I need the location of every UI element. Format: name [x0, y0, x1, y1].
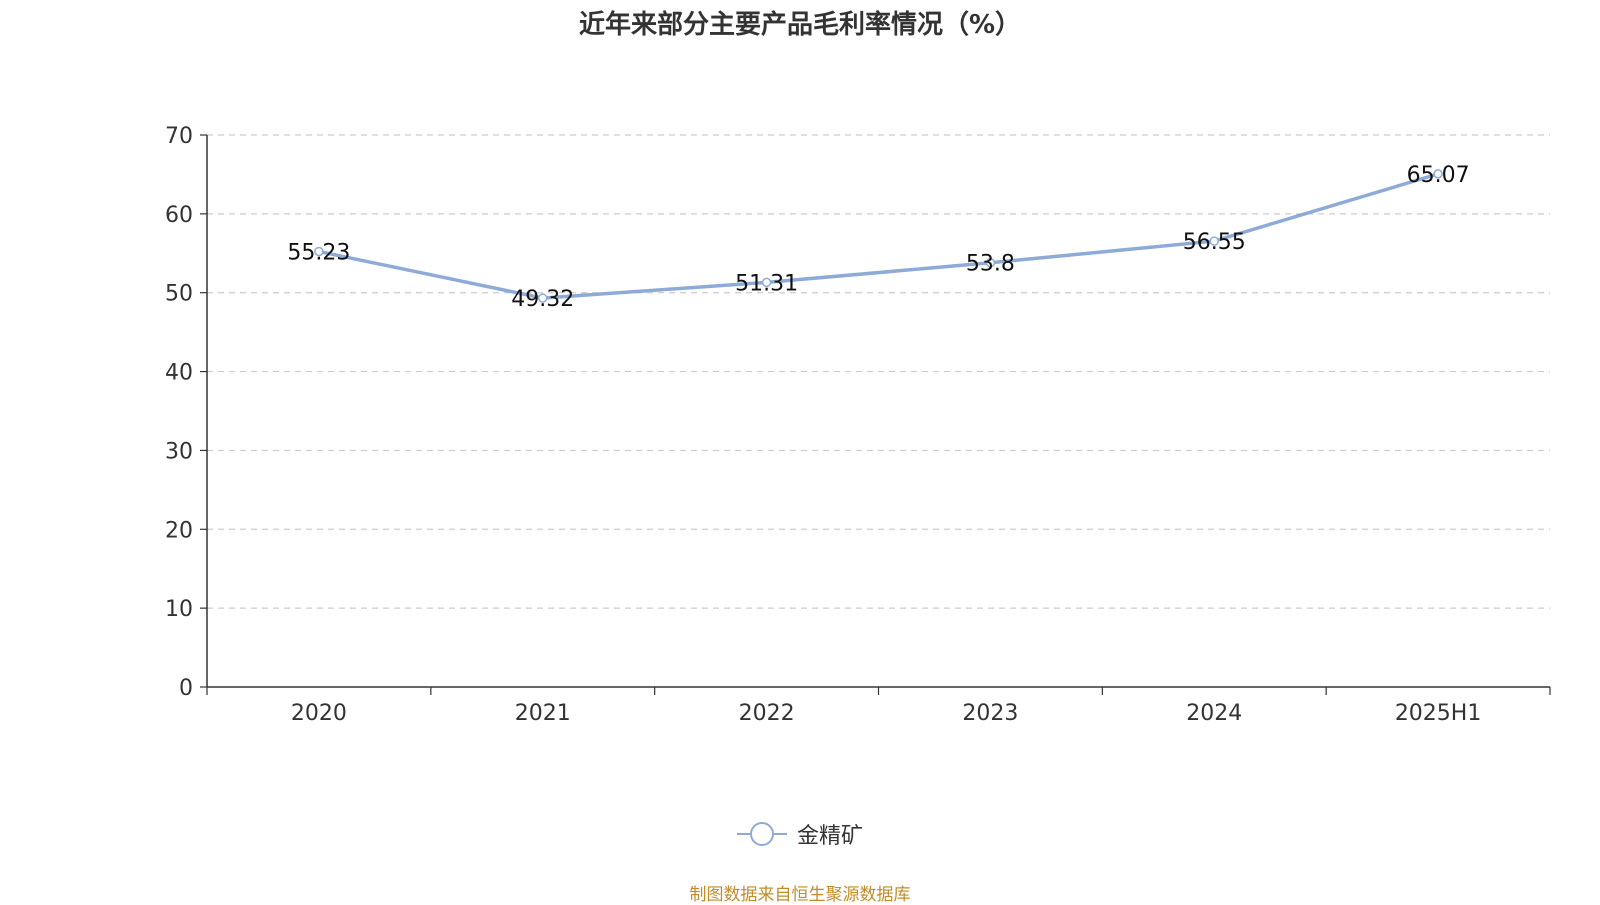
- data-point: [538, 293, 548, 303]
- x-tick-label: 2021: [515, 701, 571, 726]
- line-chart: 0 10 20 30 40 50 60 70 2020 2021 2022 2023 2024 2025H…: [165, 124, 1551, 726]
- data-label: 53.8: [966, 252, 1015, 277]
- data-point: [1433, 169, 1443, 179]
- y-tick-label: 60: [165, 203, 193, 228]
- data-point: [314, 246, 324, 257]
- x-tick-label: 2024: [1186, 701, 1242, 726]
- y-tick-label: 40: [165, 361, 193, 386]
- y-tick-label: 70: [165, 124, 193, 149]
- data-label: 51.31: [735, 271, 798, 296]
- data-label: 49.32: [511, 287, 574, 312]
- y-tick-label: 20: [165, 518, 193, 543]
- legend[interactable]: 金精矿: [0, 818, 1600, 850]
- x-tick-label: 2023: [962, 701, 1018, 726]
- y-tick-label: 30: [165, 439, 193, 464]
- x-tick-label: 2020: [291, 701, 347, 726]
- chart-title: 近年来部分主要产品毛利率情况（%）: [578, 10, 1022, 40]
- y-tick-label: 0: [179, 676, 193, 701]
- series-line: [318, 172, 1439, 300]
- data-label: 65.07: [1407, 163, 1470, 188]
- data-label: 56.55: [1183, 230, 1246, 255]
- source-note: 制图数据来自恒生聚源数据库: [689, 885, 911, 905]
- x-tick-label: 2025H1: [1395, 701, 1482, 726]
- y-tick-label: 50: [165, 282, 193, 307]
- data-point: [761, 277, 772, 288]
- x-tick-label: 2022: [739, 701, 795, 726]
- data-point: [985, 257, 996, 268]
- legend-label: 金精矿: [796, 824, 863, 849]
- legend-marker-icon: [736, 822, 787, 846]
- y-tick-label: 10: [165, 597, 193, 622]
- data-point: [1209, 236, 1219, 246]
- data-label: 55.23: [287, 240, 350, 265]
